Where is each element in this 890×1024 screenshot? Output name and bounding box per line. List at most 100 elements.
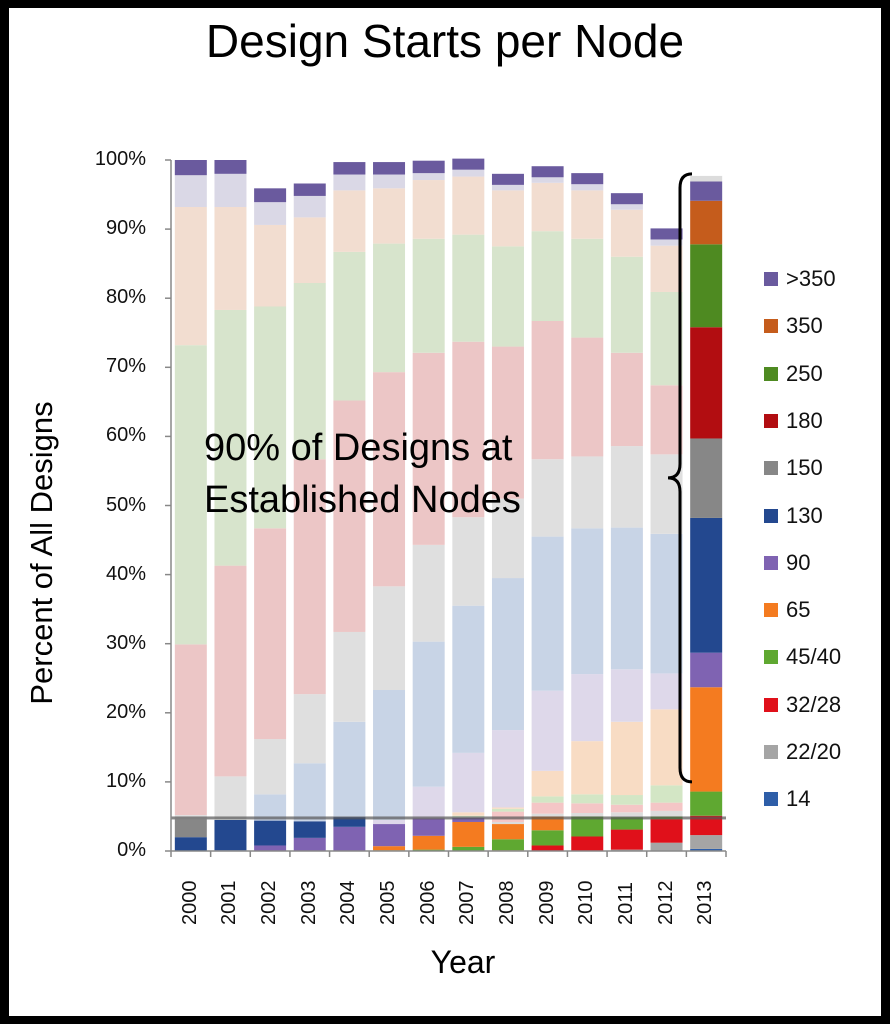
bar-segment-faded bbox=[491, 184, 524, 191]
bar-segment-faded bbox=[571, 173, 604, 185]
bar-segment-faded bbox=[373, 174, 406, 189]
bar-segment-faded bbox=[452, 605, 485, 753]
bar-segment-faded bbox=[293, 459, 326, 695]
bar-segment-faded bbox=[650, 239, 683, 246]
y-tick-label: 40% bbox=[105, 562, 146, 585]
bar-segment bbox=[690, 791, 723, 816]
legend-label: 90 bbox=[786, 549, 811, 575]
bar-segment-faded bbox=[650, 228, 683, 240]
bar-segment bbox=[452, 846, 485, 851]
bar-segment-faded bbox=[491, 808, 524, 812]
bar-segment-faded bbox=[174, 644, 207, 816]
legend-swatch bbox=[764, 603, 778, 618]
bar-segment bbox=[690, 687, 723, 792]
legend-swatch bbox=[764, 461, 778, 476]
legend-label: 14 bbox=[786, 786, 811, 812]
bar-segment bbox=[690, 200, 723, 245]
bar-segment-faded bbox=[412, 173, 445, 181]
bar-segment-faded bbox=[650, 810, 683, 817]
bar-segment bbox=[293, 821, 326, 838]
bar-segment-faded bbox=[254, 224, 287, 307]
bar-segment bbox=[373, 846, 406, 851]
bar-segment-faded bbox=[293, 282, 326, 460]
y-tick-label: 30% bbox=[105, 631, 146, 654]
y-tick-label: 20% bbox=[105, 700, 146, 723]
chart-panel bbox=[9, 8, 881, 1016]
bar-segment-faded bbox=[373, 188, 406, 244]
annotation-line-1: 90% of Designs at bbox=[204, 427, 513, 469]
bar-segment-faded bbox=[571, 803, 604, 813]
x-tick-label: 2007 bbox=[456, 880, 479, 926]
bar-segment-faded bbox=[531, 813, 564, 817]
bar-segment-faded bbox=[491, 246, 524, 347]
bar-segment bbox=[452, 821, 485, 847]
bar-segment bbox=[373, 824, 406, 847]
bar-segment-faded bbox=[174, 160, 207, 176]
bar-segment bbox=[610, 829, 643, 850]
bar-segment-faded bbox=[214, 173, 247, 207]
bar-segment-faded bbox=[174, 175, 207, 207]
bar-segment-faded bbox=[610, 812, 643, 818]
bar-segment-faded bbox=[491, 190, 524, 247]
bar-segment bbox=[214, 819, 247, 851]
bar-segment-faded bbox=[254, 202, 287, 225]
bar-segment-faded bbox=[650, 533, 683, 674]
bar-segment-faded bbox=[650, 709, 683, 786]
bar-segment-faded bbox=[373, 243, 406, 373]
bar-segment bbox=[571, 816, 604, 837]
bar-segment bbox=[690, 848, 723, 851]
bar-segment-faded bbox=[650, 385, 683, 455]
bar-segment bbox=[690, 181, 723, 201]
bar-segment-faded bbox=[333, 251, 366, 401]
bar-segment-faded bbox=[571, 337, 604, 457]
bar-segment-faded bbox=[571, 190, 604, 239]
bar-segment bbox=[610, 817, 643, 830]
bar-segment-faded bbox=[174, 345, 207, 645]
bar-segment-faded bbox=[610, 721, 643, 796]
bar-segment bbox=[690, 517, 723, 653]
bar-segment-faded bbox=[610, 804, 643, 813]
bar-segment-faded bbox=[610, 204, 643, 210]
chart-title: Design Starts per Node bbox=[205, 15, 685, 67]
bar-segment bbox=[254, 820, 287, 846]
legend-swatch bbox=[764, 366, 778, 381]
bar-segment-faded bbox=[491, 346, 524, 499]
annotation-line-2: Established Nodes bbox=[204, 479, 521, 521]
bar-segment-faded bbox=[293, 183, 326, 196]
bar-segment-faded bbox=[412, 641, 445, 787]
bar-segment-faded bbox=[610, 352, 643, 447]
bar-segment-faded bbox=[571, 184, 604, 191]
y-tick-label: 0% bbox=[117, 839, 146, 861]
bar-segment-faded bbox=[491, 821, 524, 825]
bar-segment-faded bbox=[373, 162, 406, 175]
x-tick-label: 2013 bbox=[694, 880, 717, 926]
x-axis-label: Year bbox=[430, 944, 496, 980]
bar-segment-faded bbox=[254, 306, 287, 529]
bar-segment-faded bbox=[174, 206, 207, 346]
bar-segment-faded bbox=[571, 674, 604, 742]
bar-segment-faded bbox=[571, 238, 604, 338]
bar-segment-faded bbox=[412, 786, 445, 819]
x-tick-label: 2001 bbox=[218, 880, 241, 926]
bar-segment-faded bbox=[491, 578, 524, 731]
bar-segment bbox=[650, 819, 683, 843]
bar-segment bbox=[690, 438, 723, 518]
bar-segment-faded bbox=[531, 166, 564, 178]
bar-segment bbox=[412, 818, 445, 836]
bar-segment-faded bbox=[333, 721, 366, 818]
legend-label: 150 bbox=[786, 455, 823, 481]
bar-segment bbox=[254, 845, 287, 851]
bar-segment-faded bbox=[412, 160, 445, 174]
bar-segment bbox=[690, 652, 723, 688]
legend-swatch bbox=[764, 508, 778, 523]
bar-segment-faded bbox=[531, 770, 564, 797]
bar-segment bbox=[571, 836, 604, 851]
bar-segment bbox=[491, 824, 524, 840]
bar-segment-faded bbox=[650, 785, 683, 803]
separator-line bbox=[171, 816, 726, 820]
bar-segment bbox=[531, 816, 564, 831]
x-tick-label: 2011 bbox=[614, 881, 637, 925]
bar-segment bbox=[174, 819, 207, 838]
bar-segment-faded bbox=[610, 446, 643, 528]
